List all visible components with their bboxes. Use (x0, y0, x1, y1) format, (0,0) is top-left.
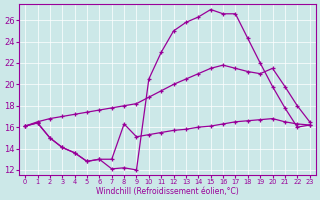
X-axis label: Windchill (Refroidissement éolien,°C): Windchill (Refroidissement éolien,°C) (96, 187, 239, 196)
